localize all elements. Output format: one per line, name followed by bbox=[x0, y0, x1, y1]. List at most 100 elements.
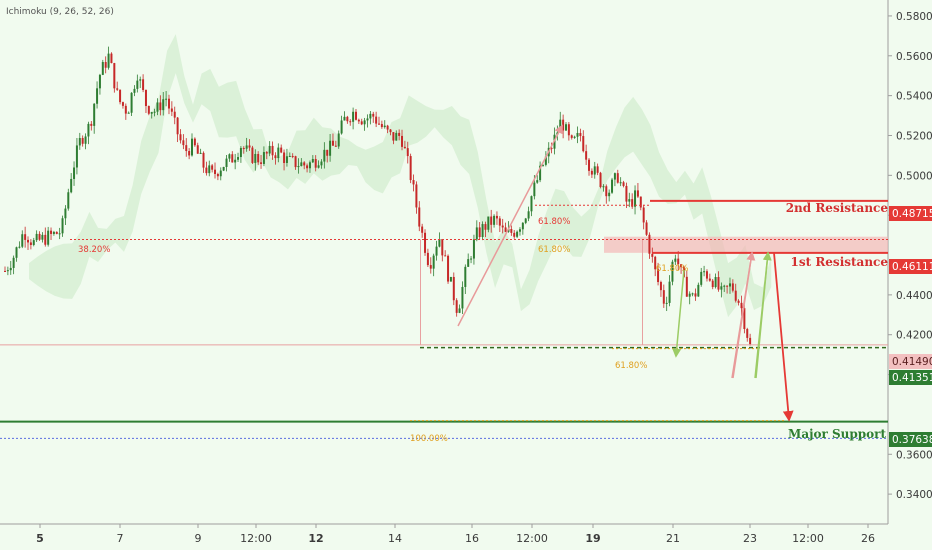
candle-body bbox=[490, 216, 493, 225]
candle-body bbox=[228, 154, 231, 159]
candle-body bbox=[257, 153, 260, 163]
candle-body bbox=[78, 138, 81, 146]
candle-body bbox=[29, 242, 32, 245]
candle-body bbox=[234, 159, 237, 163]
candle-body bbox=[75, 145, 78, 168]
candle-body bbox=[513, 232, 516, 237]
candle-body bbox=[455, 300, 458, 313]
candle-body bbox=[478, 227, 481, 238]
candle-body bbox=[193, 138, 196, 146]
candle-body bbox=[398, 132, 401, 136]
candle-body bbox=[740, 302, 743, 309]
candle-body bbox=[211, 165, 214, 170]
x-tick-label: 12 bbox=[308, 532, 323, 545]
candle-body bbox=[357, 119, 360, 122]
candle-body bbox=[521, 222, 524, 230]
range-marker bbox=[420, 239, 421, 345]
candle-body bbox=[585, 151, 588, 160]
tag-second-resistance: 0.48715 bbox=[889, 206, 932, 221]
candle-body bbox=[429, 265, 432, 269]
candle-body bbox=[277, 147, 280, 159]
candle-body bbox=[4, 270, 6, 272]
x-tick-label: 12:00 bbox=[516, 532, 548, 545]
candle-body bbox=[708, 278, 711, 281]
candle-body bbox=[52, 231, 55, 234]
candle-body bbox=[493, 215, 496, 225]
candle-body bbox=[375, 116, 378, 124]
candle-body bbox=[196, 145, 199, 154]
candle-body bbox=[728, 283, 731, 287]
tag-level-a: 0.41490 bbox=[889, 354, 932, 369]
candle-body bbox=[124, 105, 127, 114]
fib-label-382: 38.20% bbox=[78, 245, 110, 255]
candle-body bbox=[248, 145, 251, 148]
tag-first-resistance: 0.46111 bbox=[889, 259, 932, 274]
candle-body bbox=[432, 255, 435, 269]
candle-body bbox=[731, 283, 734, 291]
candle-body bbox=[467, 259, 470, 267]
candle-body bbox=[484, 224, 487, 230]
candle-body bbox=[619, 182, 622, 184]
candle-body bbox=[651, 253, 654, 257]
candle-body bbox=[58, 233, 61, 235]
candle-body bbox=[599, 172, 602, 187]
candle-body bbox=[510, 229, 513, 233]
candle-body bbox=[73, 167, 76, 179]
candle-body bbox=[665, 302, 668, 304]
candle-body bbox=[472, 239, 475, 259]
candle-body bbox=[605, 186, 608, 197]
candle-body bbox=[142, 79, 145, 90]
candle-body bbox=[700, 271, 703, 285]
svg-text:0.41490: 0.41490 bbox=[892, 356, 932, 368]
indicator-label[interactable]: Ichimoku (9, 26, 52, 26) bbox=[6, 7, 114, 17]
candle-body bbox=[737, 300, 740, 303]
candle-body bbox=[242, 148, 245, 150]
candle-body bbox=[27, 239, 30, 243]
candle-body bbox=[694, 293, 697, 297]
candle-body bbox=[487, 216, 490, 230]
candle-body bbox=[274, 155, 277, 159]
candle-body bbox=[199, 152, 202, 154]
candle-body bbox=[582, 136, 585, 152]
candle-body bbox=[167, 98, 170, 109]
svg-text:0.48715: 0.48715 bbox=[892, 208, 932, 220]
candle-body bbox=[9, 267, 12, 271]
candle-body bbox=[447, 255, 450, 282]
candle-body bbox=[314, 158, 317, 168]
svg-text:0.46111: 0.46111 bbox=[892, 261, 932, 273]
candle-body bbox=[516, 231, 519, 237]
candle-body bbox=[323, 149, 326, 162]
ichimoku-cloud bbox=[29, 34, 772, 318]
candle-body bbox=[107, 53, 110, 68]
candle-body bbox=[452, 276, 455, 301]
candle-body bbox=[567, 124, 570, 136]
candle-body bbox=[349, 121, 352, 123]
candle-body bbox=[98, 74, 101, 89]
candle-body bbox=[481, 224, 484, 238]
candle-body bbox=[320, 161, 323, 166]
candle-body bbox=[334, 145, 337, 147]
candle-body bbox=[685, 276, 688, 297]
candle-body bbox=[119, 89, 122, 103]
candle-body bbox=[668, 281, 671, 303]
candle-body bbox=[418, 207, 421, 227]
candle-body bbox=[165, 98, 168, 100]
candle-body bbox=[723, 285, 726, 287]
time-axis bbox=[0, 524, 888, 550]
candle-body bbox=[311, 158, 314, 163]
svg-text:0.37638: 0.37638 bbox=[892, 434, 932, 446]
candle-body bbox=[726, 285, 729, 287]
candle-body bbox=[303, 162, 306, 166]
candle-body bbox=[280, 147, 283, 153]
zones bbox=[420, 236, 888, 345]
candle-body bbox=[746, 328, 749, 338]
fib-label-618-upper: 61.80% bbox=[538, 217, 570, 227]
x-tick-label: 12:00 bbox=[240, 532, 272, 545]
candle-body bbox=[622, 182, 625, 186]
fib-label-100: 100.00% bbox=[410, 434, 448, 444]
candle-body bbox=[306, 165, 309, 169]
candle-body bbox=[458, 308, 461, 313]
